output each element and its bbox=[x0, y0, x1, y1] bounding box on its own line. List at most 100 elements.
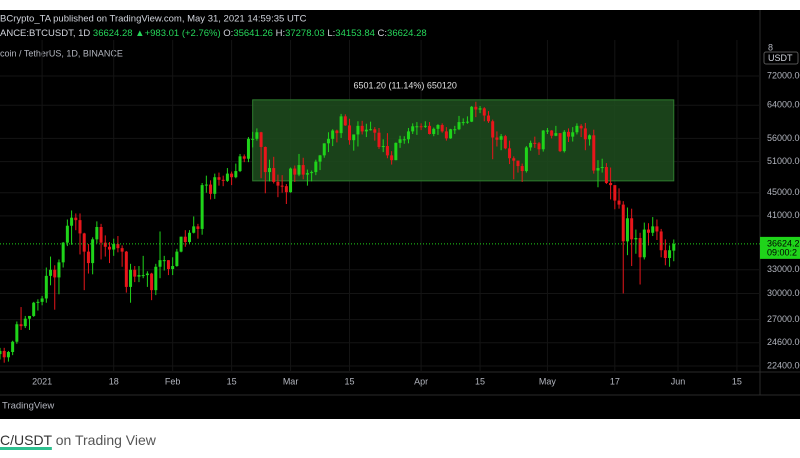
candle-body bbox=[129, 269, 133, 287]
last-price-tag bbox=[760, 236, 800, 259]
l-label: L: bbox=[327, 28, 335, 39]
candle-body bbox=[70, 217, 74, 226]
candle-body bbox=[2, 350, 6, 358]
y-tick-label: 24600.00 bbox=[767, 337, 800, 347]
candle-body bbox=[11, 341, 15, 352]
candle-body bbox=[23, 318, 27, 327]
candle-body bbox=[394, 142, 398, 161]
candle-body bbox=[352, 134, 356, 141]
candle-body bbox=[550, 130, 554, 136]
candle-body bbox=[588, 135, 592, 140]
y-tick-label: 41000.00 bbox=[767, 210, 800, 220]
x-tick-label: 18 bbox=[109, 376, 119, 386]
candle-body bbox=[326, 138, 330, 144]
chart: BCrypto_TA published on TradingView.com,… bbox=[0, 0, 800, 419]
candle-body bbox=[625, 218, 629, 242]
candle-body bbox=[385, 146, 389, 156]
y-tick-label: 56000.00 bbox=[767, 133, 800, 143]
candle-body bbox=[150, 273, 154, 291]
candle-body bbox=[348, 125, 352, 141]
candle-body bbox=[659, 231, 663, 251]
candle-body bbox=[457, 122, 461, 130]
x-tick-label: 15 bbox=[732, 376, 742, 386]
candle-body bbox=[495, 137, 499, 140]
candle-body bbox=[322, 143, 326, 156]
candle-body bbox=[343, 116, 347, 126]
y-tick-label: 30000.00 bbox=[767, 288, 800, 298]
candle-body bbox=[53, 269, 57, 278]
candle-body bbox=[86, 251, 90, 264]
candle-body bbox=[27, 315, 31, 319]
candle-body bbox=[268, 168, 272, 173]
candle-body bbox=[634, 238, 638, 240]
candle-body bbox=[263, 146, 267, 173]
candle-body bbox=[314, 161, 318, 173]
x-tick-label: Jun bbox=[671, 376, 686, 386]
candle-body bbox=[419, 126, 423, 128]
candle-body bbox=[558, 133, 562, 152]
candle-body bbox=[179, 236, 183, 252]
candle-body bbox=[423, 125, 427, 127]
candle-body bbox=[225, 173, 229, 181]
candle-body bbox=[154, 266, 158, 291]
candle-body bbox=[364, 129, 368, 132]
y-tick-label: 51000.00 bbox=[767, 156, 800, 166]
currency-box[interactable] bbox=[763, 51, 799, 65]
candle-body bbox=[508, 148, 512, 159]
top-strip bbox=[0, 0, 800, 10]
chart-background bbox=[0, 10, 800, 419]
candle-body bbox=[503, 136, 507, 149]
candle-body bbox=[474, 106, 478, 110]
candle-body bbox=[398, 139, 402, 143]
candle-body bbox=[188, 232, 191, 243]
candle-body bbox=[373, 129, 377, 133]
candle-body bbox=[609, 182, 613, 186]
candle-body bbox=[61, 242, 65, 263]
price: 36624.28 bbox=[93, 28, 133, 39]
candle-body bbox=[141, 275, 145, 277]
candle-body bbox=[44, 275, 48, 299]
x-tick-label: 15 bbox=[345, 376, 355, 386]
symbol: ANCE:BTCUSDT, 1D bbox=[0, 28, 90, 39]
candle-body bbox=[0, 350, 2, 355]
candle-body bbox=[204, 184, 208, 186]
y-tick-label: 22400.00 bbox=[767, 360, 800, 370]
candle-body bbox=[482, 108, 486, 116]
candle-body bbox=[49, 269, 53, 276]
candle-body bbox=[6, 351, 10, 358]
x-tick-label: Apr bbox=[414, 376, 428, 386]
h: 37278.03 bbox=[285, 28, 325, 39]
candle-body bbox=[440, 125, 444, 132]
candle-body bbox=[575, 125, 579, 133]
candle-body bbox=[604, 167, 608, 183]
candle-body bbox=[672, 243, 676, 251]
candle-body bbox=[246, 138, 250, 159]
x-tick-label: 2021 bbox=[32, 376, 52, 386]
candle-body bbox=[369, 129, 373, 131]
candle-body bbox=[145, 273, 149, 276]
candle-body bbox=[19, 324, 23, 327]
candle-body bbox=[255, 132, 259, 139]
candle-body bbox=[99, 226, 103, 243]
candle-body bbox=[137, 275, 141, 277]
candle-body bbox=[209, 184, 213, 194]
candle-body bbox=[259, 132, 263, 147]
candle-body bbox=[524, 147, 528, 172]
brand: TradingView bbox=[2, 401, 54, 412]
candle-body bbox=[617, 200, 621, 205]
candle-body bbox=[272, 168, 276, 182]
candle-body bbox=[171, 266, 175, 270]
candle-body bbox=[91, 239, 95, 264]
candle-body bbox=[402, 139, 406, 141]
candle-body bbox=[356, 125, 360, 135]
caption: C/USDT on Trading View bbox=[0, 432, 156, 448]
o-label: O: bbox=[223, 28, 233, 39]
candle-body bbox=[196, 226, 200, 229]
candle-body bbox=[642, 229, 646, 258]
y-tick-label: 33000.00 bbox=[767, 264, 800, 274]
x-tick-label: 15 bbox=[227, 376, 237, 386]
candle-body bbox=[15, 324, 19, 342]
candle-body bbox=[242, 156, 246, 159]
link[interactable]: C/USDT bbox=[0, 432, 52, 448]
candle-body bbox=[183, 236, 187, 243]
